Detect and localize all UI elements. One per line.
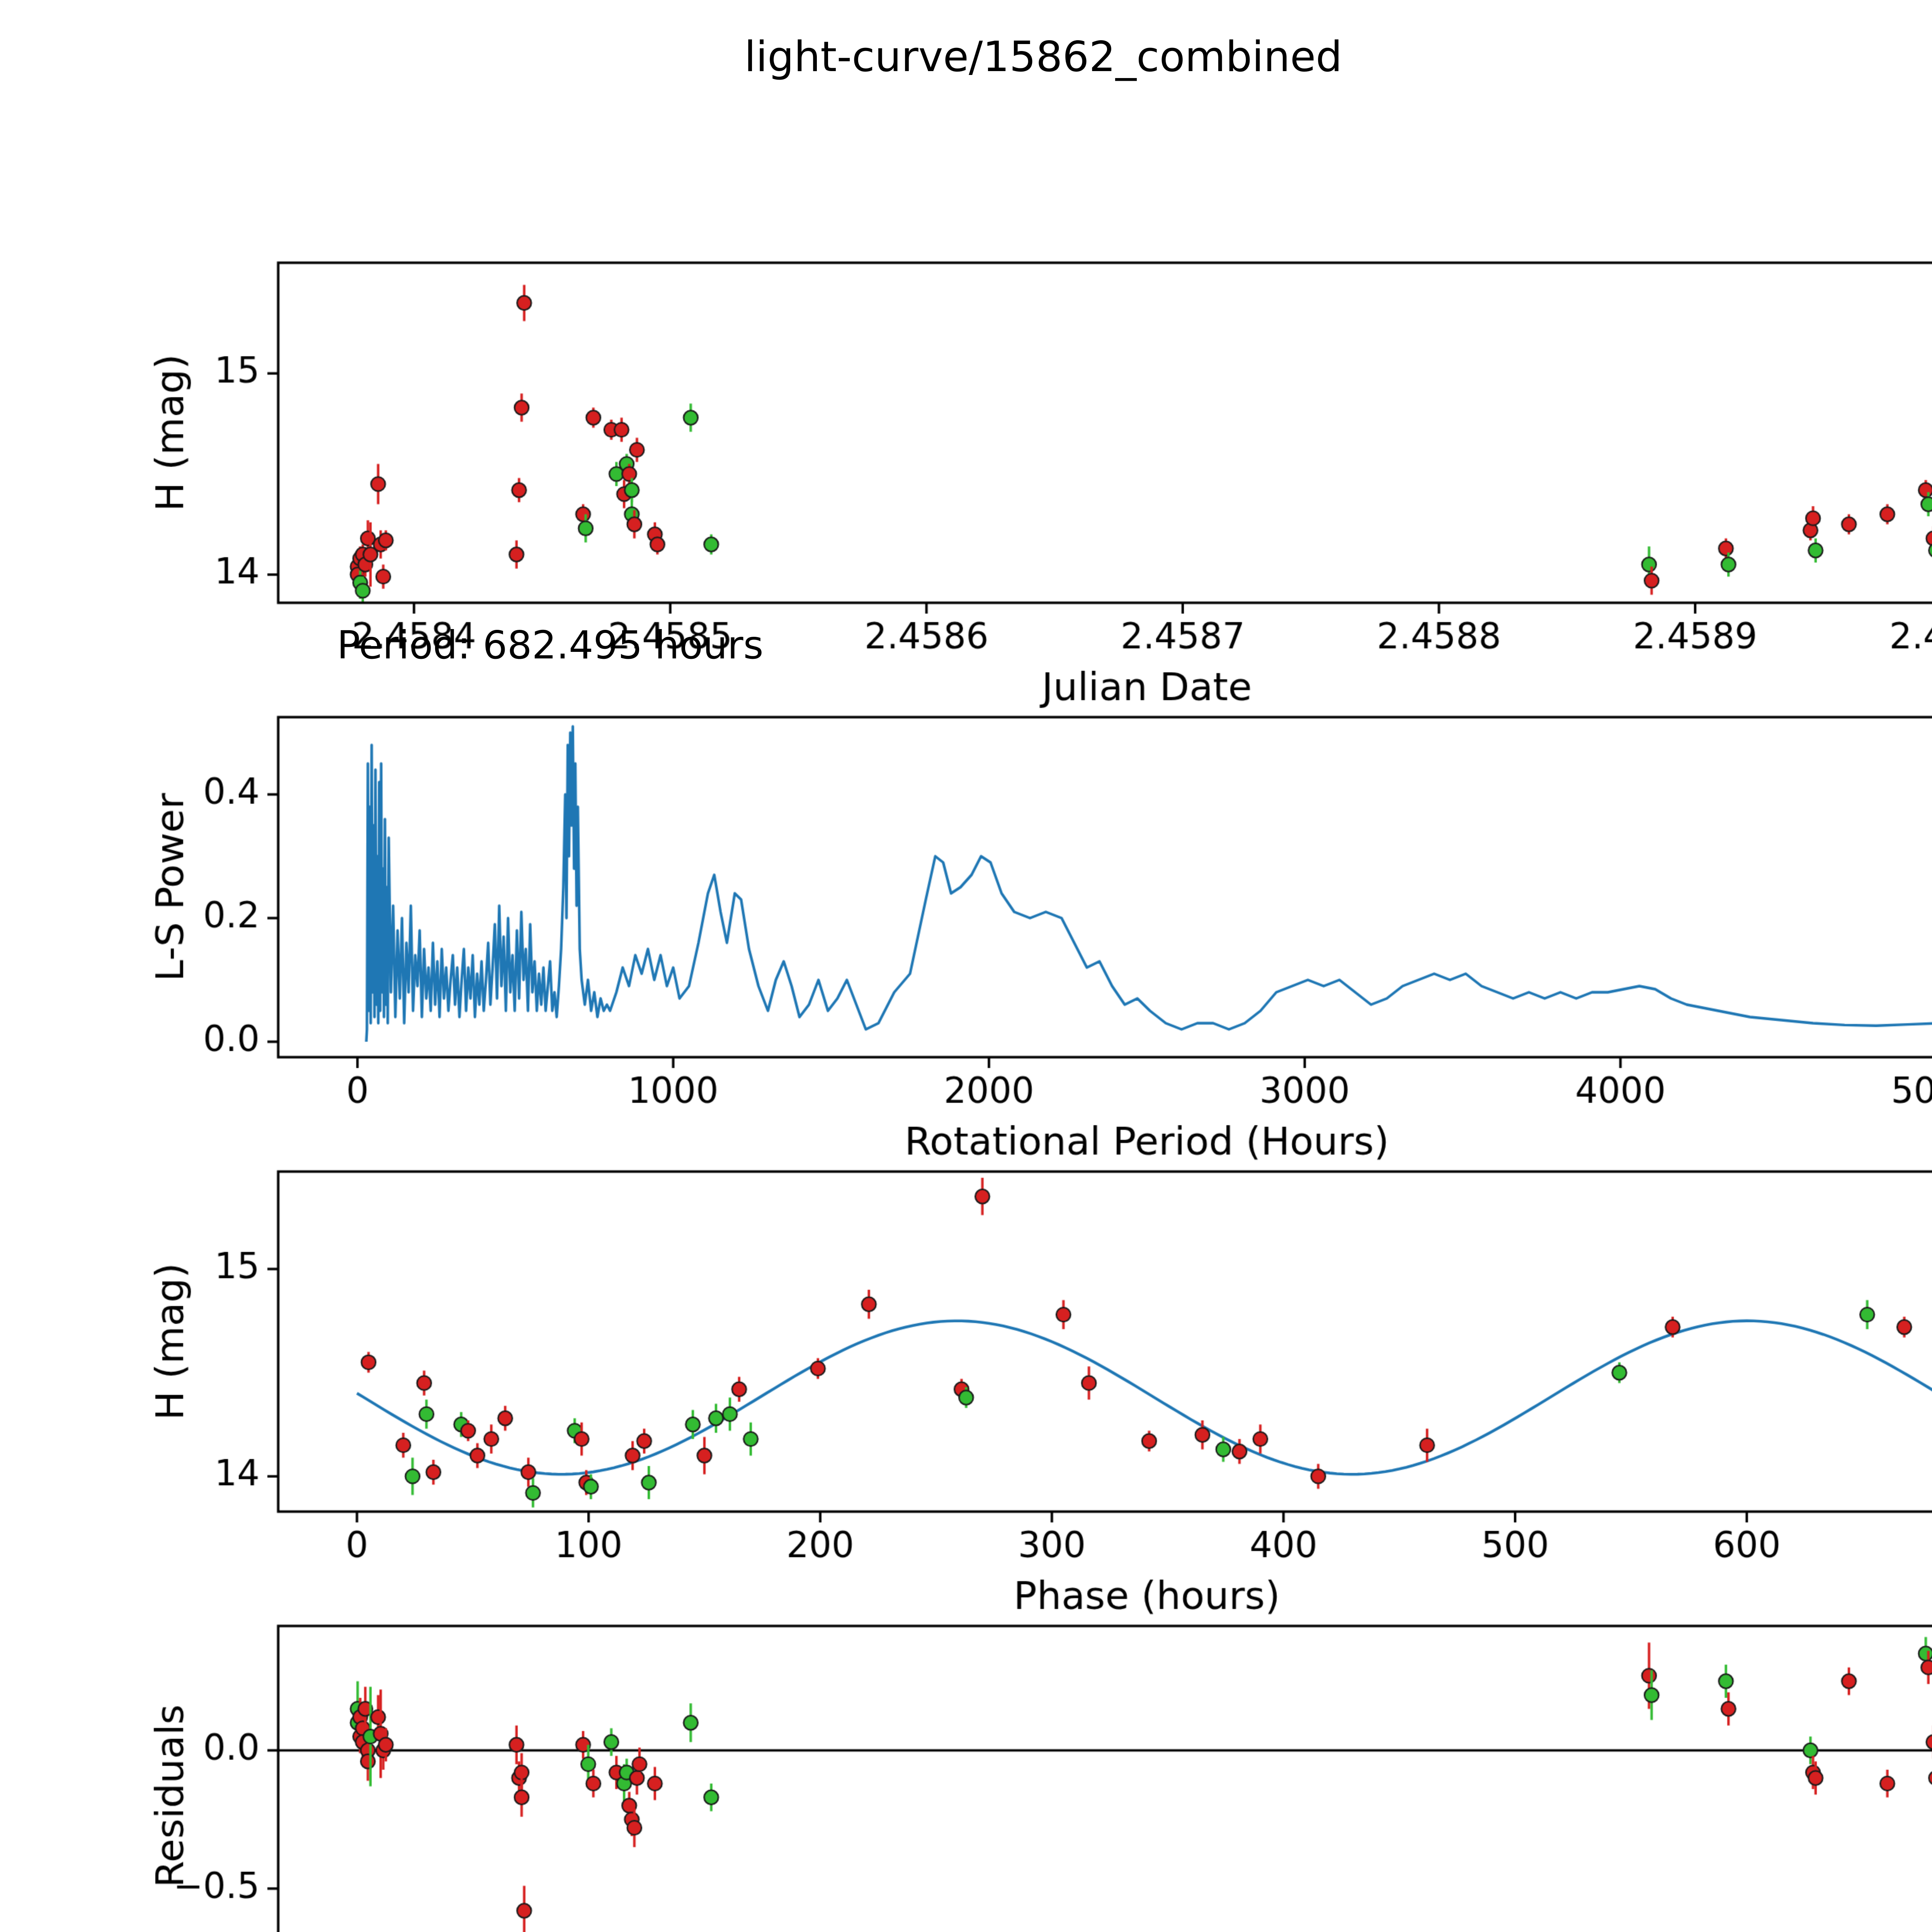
figure-title: light-curve/15862_combined <box>744 34 1342 82</box>
phase-folded-panel <box>0 1156 1932 1620</box>
periodogram-panel <box>0 702 1932 1165</box>
period-annotation: Period: 682.495 hours <box>337 623 764 668</box>
jd-lightcurve-panel <box>0 247 1932 711</box>
residuals-panel <box>0 1611 1932 1932</box>
